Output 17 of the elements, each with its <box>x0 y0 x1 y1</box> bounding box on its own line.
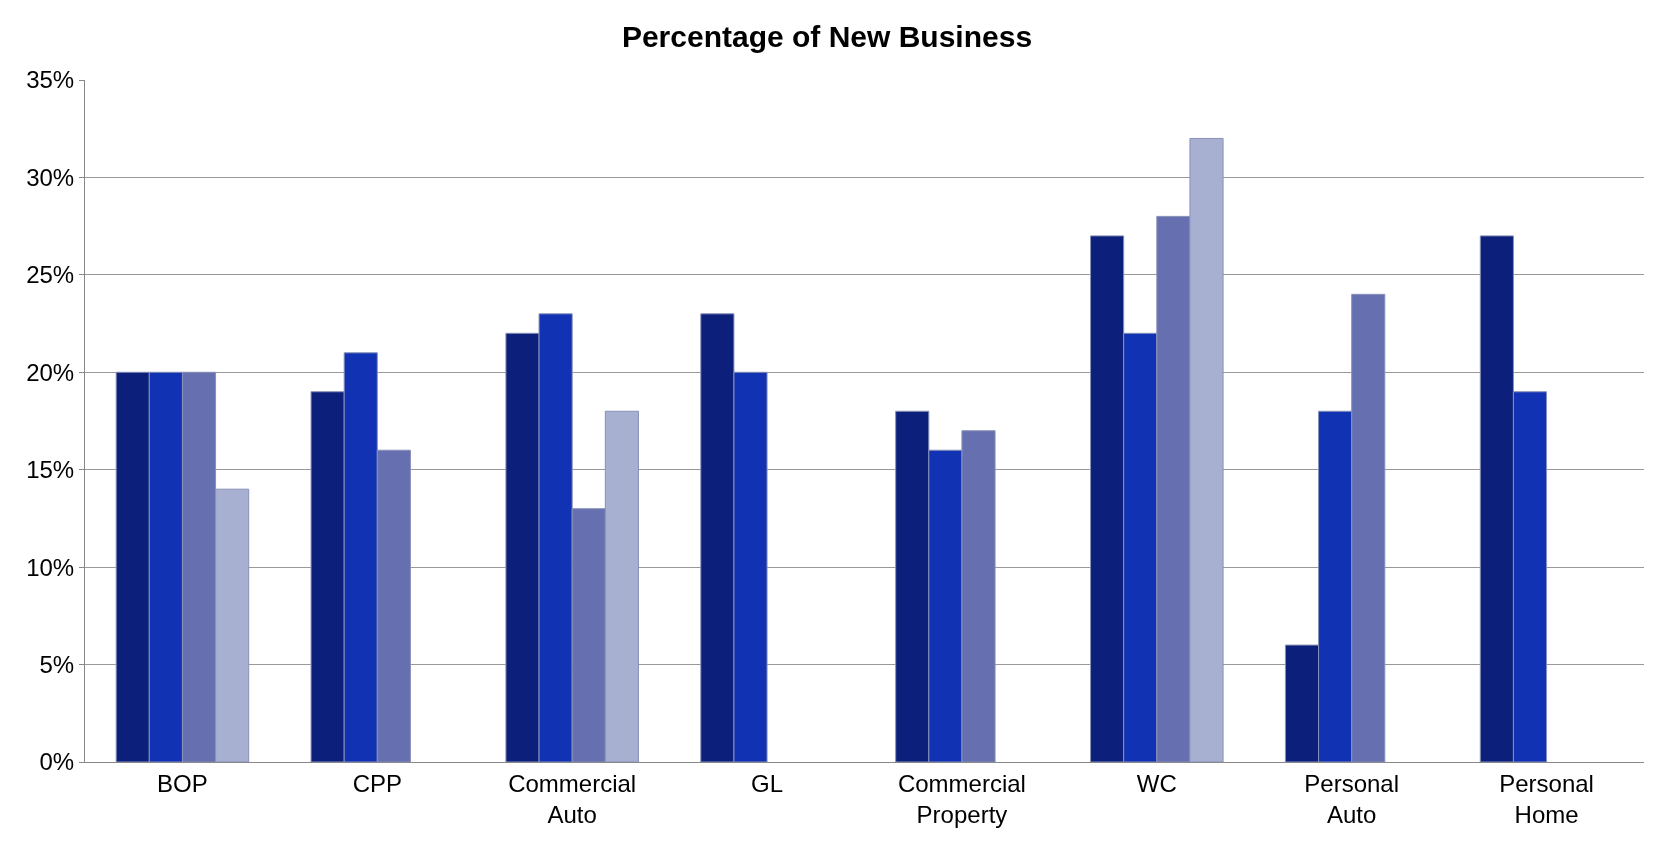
chart-title: Percentage of New Business <box>621 19 1033 53</box>
y-tick-label: 25% <box>26 261 75 289</box>
x-tick-label: Personal Auto <box>1304 769 1400 828</box>
y-tick-label: 5% <box>39 650 75 678</box>
y-tick-label: 20% <box>26 358 75 386</box>
x-tick-label: Personal Home <box>1499 769 1594 828</box>
y-tick-label: 0% <box>39 748 75 776</box>
x-tick-label: WC <box>1136 769 1177 797</box>
x-tick-label: Commercial Property <box>897 769 1026 828</box>
x-tick-label: BOP <box>157 769 208 797</box>
x-tick-label: Commercial Auto <box>508 769 637 828</box>
y-tick-label: 35% <box>26 66 75 94</box>
x-tick-label: CPP <box>352 769 402 797</box>
y-tick-label: 15% <box>26 456 75 484</box>
x-tick-label: GL <box>751 769 784 797</box>
y-tick-label: 30% <box>26 163 75 191</box>
y-tick-label: 10% <box>26 553 75 581</box>
